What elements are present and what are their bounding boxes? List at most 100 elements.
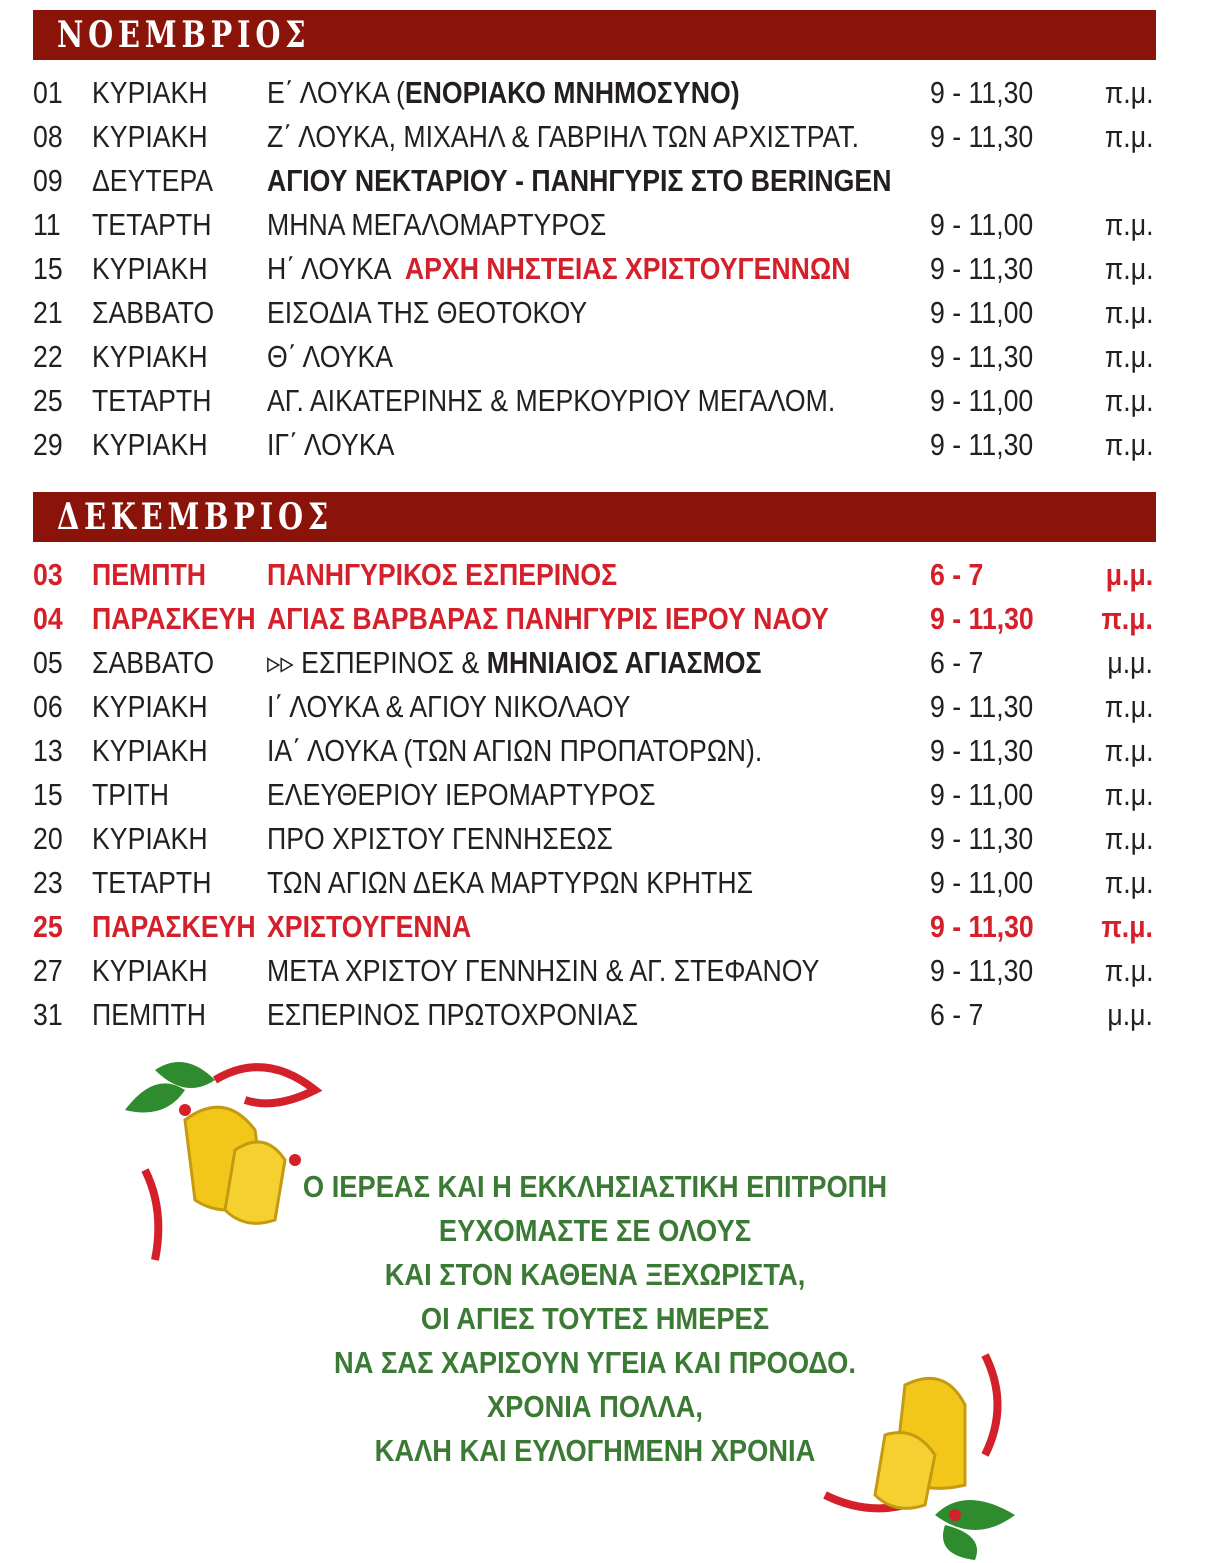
- weekday: ΣΑΒΒΑΤΟ: [92, 295, 215, 330]
- description-part: ΑΓΙΑΣ ΒΑΡΒΑΡΑΣ ΠΑΝΗΓΥΡΙΣ ΙΕΡΟΥ ΝΑΟΥ: [267, 601, 829, 636]
- day: 11: [33, 207, 61, 242]
- description-part: ΕΝΟΡΙΑΚΟ ΜΝΗΜΟΣΥΝΟ): [404, 75, 740, 110]
- service-description: ΕΛΕΥΘΕΡΙΟΥ ΙΕΡΟΜΑΡΤΥΡΟΣ: [267, 773, 656, 817]
- schedule-row: 23 ΤΕΤΑΡΤΗ 9 - 11,00 π.μ. ΤΩΝ ΑΓΙΩΝ ΔΕΚΑ ΜΑΡ…: [0, 861, 1215, 905]
- november-title: ΝΟΕΜΒΡΙΟΣ: [57, 14, 311, 56]
- service-description: Η΄ ΛΟΥΚΑ ΑΡΧΗ ΝΗΣΤΕΙΑΣ ΧΡΙΣΤΟΥΓΕΝΝΩΝ: [267, 247, 850, 291]
- description-part: ΙΑ΄ ΛΟΥΚΑ (ΤΩΝ ΑΓΙΩΝ ΠΡΟΠΑΤΟΡΩΝ).: [267, 733, 763, 768]
- weekday: ΚΥΡΙΑΚΗ: [92, 251, 208, 286]
- ampm: π.μ.: [1104, 689, 1153, 724]
- christmas-bells-icon: [823, 1353, 1015, 1560]
- weekday: ΚΥΡΙΑΚΗ: [92, 689, 208, 724]
- schedule-row: 20 ΚΥΡΙΑΚΗ 9 - 11,30 π.μ. ΠΡΟ ΧΡΙΣΤΟΥ ΓΕΝΝΗΣ…: [0, 817, 1215, 861]
- ampm: π.μ.: [1104, 733, 1153, 768]
- weekday: ΔΕΥΤΕΡΑ: [92, 163, 214, 198]
- description-part: ΑΓΙΟΥ ΝΕΚΤΑΡΙΟΥ - ΠΑΝΗΓΥΡΙΣ ΣΤΟ BERINGEN: [267, 163, 892, 198]
- december-title: ΔΕΚΕΜΒΡΙΟΣ: [57, 496, 334, 538]
- service-description: ΑΓΙΟΥ ΝΕΚΤΑΡΙΟΥ - ΠΑΝΗΓΥΡΙΣ ΣΤΟ BERINGEN: [267, 159, 891, 203]
- weekday: ΠΕΜΠΤΗ: [92, 997, 207, 1032]
- time: 9 - 11,30: [930, 821, 1034, 856]
- greeting-line: Ο ΙΕΡΕΑΣ ΚΑΙ Η ΕΚΚΛΗΣΙΑΣΤΙΚΗ ΕΠΙΤΡΟΠΗ: [302, 1169, 888, 1204]
- ampm: π.μ.: [1104, 75, 1153, 110]
- day: 01: [33, 75, 63, 110]
- day: 21: [33, 295, 63, 330]
- service-description: ΤΩΝ ΑΓΙΩΝ ΔΕΚΑ ΜΑΡΤΥΡΩΝ ΚΡΗΤΗΣ: [267, 861, 753, 905]
- schedule-row: 21 ΣΑΒΒΑΤΟ 9 - 11,00 π.μ. ΕΙΣΟΔΙΑ ΤΗΣ ΘΕΟΤΟΚ…: [0, 291, 1215, 335]
- weekday: ΤΕΤΑΡΤΗ: [92, 383, 212, 418]
- weekday: ΚΥΡΙΑΚΗ: [92, 821, 208, 856]
- schedule-row: 13 ΚΥΡΙΑΚΗ 9 - 11,30 π.μ. ΙΑ΄ ΛΟΥΚΑ (ΤΩΝ ΑΓΙ…: [0, 729, 1215, 773]
- description-part: ΠΑΝΗΓΥΡΙΚΟΣ ΕΣΠΕΡΙΝΟΣ: [267, 557, 618, 592]
- schedule-row: 01 ΚΥΡΙΑΚΗ 9 - 11,30 π.μ. Ε΄ ΛΟΥΚΑ (ΕΝΟΡΙΑΚΟ…: [0, 71, 1215, 115]
- ampm: μ.μ.: [1105, 557, 1153, 592]
- schedule-row: 09 ΔΕΥΤΕΡΑ ΑΓΙΟΥ ΝΕΚΤΑΡΙΟΥ - ΠΑΝΗΓΥΡΙΣ ΣΤΟ…: [0, 159, 1215, 203]
- time: 6 - 7: [930, 645, 984, 680]
- day: 08: [33, 119, 63, 154]
- schedule-row: 06 ΚΥΡΙΑΚΗ 9 - 11,30 π.μ. Ι΄ ΛΟΥΚΑ & ΑΓΙΟΥ Ν…: [0, 685, 1215, 729]
- description-part: ▹▹ ΕΣΠΕΡΙΝΟΣ &: [267, 645, 487, 680]
- service-description: ΜΗΝΑ ΜΕΓΑΛΟΜΑΡΤΥΡΟΣ: [267, 203, 606, 247]
- weekday: ΠΕΜΠΤΗ: [92, 557, 207, 592]
- time: 6 - 7: [930, 997, 984, 1032]
- description-part: ΑΡΧΗ ΝΗΣΤΕΙΑΣ ΧΡΙΣΤΟΥΓΕΝΝΩΝ: [404, 251, 851, 286]
- ampm: π.μ.: [1104, 777, 1153, 812]
- description-part: Η΄ ΛΟΥΚΑ: [267, 251, 405, 286]
- november-header: ΝΟΕΜΒΡΙΟΣ: [33, 10, 1156, 60]
- day: 03: [33, 557, 63, 592]
- time: 9 - 11,00: [930, 777, 1034, 812]
- day: 15: [33, 251, 63, 286]
- description-part: ΜΕΤΑ ΧΡΙΣΤΟΥ ΓΕΝΝΗΣΙΝ & ΑΓ. ΣΤΕΦΑΝΟΥ: [267, 953, 820, 988]
- time: 9 - 11,30: [930, 909, 1034, 944]
- service-description: Ε΄ ΛΟΥΚΑ (ΕΝΟΡΙΑΚΟ ΜΝΗΜΟΣΥΝΟ): [267, 71, 740, 115]
- time: 9 - 11,30: [930, 689, 1034, 724]
- weekday: ΚΥΡΙΑΚΗ: [92, 733, 208, 768]
- weekday: ΚΥΡΙΑΚΗ: [92, 75, 208, 110]
- schedule-row: 22 ΚΥΡΙΑΚΗ 9 - 11,30 π.μ. Θ΄ ΛΟΥΚΑ: [0, 335, 1215, 379]
- greeting-line: ΧΡΟΝΙΑ ΠΟΛΛΑ,: [486, 1389, 704, 1424]
- schedule-row: 15 ΚΥΡΙΑΚΗ 9 - 11,30 π.μ. Η΄ ΛΟΥΚΑ ΑΡΧΗ ΝΗΣΤ…: [0, 247, 1215, 291]
- ampm: π.μ.: [1104, 207, 1153, 242]
- ampm: μ.μ.: [1107, 997, 1153, 1032]
- day: 15: [33, 777, 63, 812]
- description-part: ΑΓ. ΑΙΚΑΤΕΡΙΝΗΣ & ΜΕΡΚΟΥΡΙΟΥ ΜΕΓΑΛΟΜ.: [267, 383, 836, 418]
- day: 04: [33, 601, 63, 636]
- service-description: ΙΓ΄ ΛΟΥΚΑ: [267, 423, 394, 467]
- description-part: ΕΙΣΟΔΙΑ ΤΗΣ ΘΕΟΤΟΚΟΥ: [267, 295, 588, 330]
- day: 09: [33, 163, 63, 198]
- schedule-row: 11 ΤΕΤΑΡΤΗ 9 - 11,00 π.μ. ΜΗΝΑ ΜΕΓΑΛΟΜΑΡΤΥΡΟ…: [0, 203, 1215, 247]
- day: 06: [33, 689, 63, 724]
- ampm: π.μ.: [1101, 601, 1153, 636]
- time: 9 - 11,30: [930, 251, 1034, 286]
- schedule-row: 27 ΚΥΡΙΑΚΗ 9 - 11,30 π.μ. ΜΕΤΑ ΧΡΙΣΤΟΥ ΓΕΝΝΗ…: [0, 949, 1215, 993]
- time: 9 - 11,30: [930, 75, 1034, 110]
- weekday: ΤΕΤΑΡΤΗ: [92, 207, 212, 242]
- greeting-line: ΚΑΛΗ ΚΑΙ ΕΥΛΟΓΗΜΕΝΗ ΧΡΟΝΙΑ: [374, 1433, 816, 1468]
- weekday: ΠΑΡΑΣΚΕΥΗ: [92, 909, 256, 944]
- time: 9 - 11,00: [930, 865, 1034, 900]
- service-description: Ι΄ ΛΟΥΚΑ & ΑΓΙΟΥ ΝΙΚΟΛΑΟΥ: [267, 685, 630, 729]
- day: 23: [33, 865, 63, 900]
- greeting-line: ΕΥΧΟΜΑΣΤΕ ΣΕ ΟΛΟΥΣ: [438, 1213, 752, 1248]
- description-part: Ι΄ ΛΟΥΚΑ & ΑΓΙΟΥ ΝΙΚΟΛΑΟΥ: [267, 689, 631, 724]
- ampm: π.μ.: [1104, 339, 1153, 374]
- greeting-line: ΟΙ ΑΓΙΕΣ ΤΟΥΤΕΣ ΗΜΕΡΕΣ: [420, 1301, 770, 1336]
- time: 9 - 11,30: [930, 953, 1034, 988]
- day: 27: [33, 953, 63, 988]
- service-description: Ζ΄ ΛΟΥΚΑ, ΜΙΧΑΗΛ & ΓΑΒΡΙΗΛ ΤΩΝ ΑΡΧΙΣΤΡΑΤ…: [267, 115, 859, 159]
- service-description: ΜΕΤΑ ΧΡΙΣΤΟΥ ΓΕΝΝΗΣΙΝ & ΑΓ. ΣΤΕΦΑΝΟΥ: [267, 949, 819, 993]
- time: 9 - 11,30: [930, 427, 1034, 462]
- schedule-row: 08 ΚΥΡΙΑΚΗ 9 - 11,30 π.μ. Ζ΄ ΛΟΥΚΑ, ΜΙΧΑΗΛ &…: [0, 115, 1215, 159]
- service-description: ΠΡΟ ΧΡΙΣΤΟΥ ΓΕΝΝΗΣΕΩΣ: [267, 817, 613, 861]
- december-header: ΔΕΚΕΜΒΡΙΟΣ: [33, 492, 1156, 542]
- weekday: ΚΥΡΙΑΚΗ: [92, 953, 208, 988]
- weekday: ΚΥΡΙΑΚΗ: [92, 339, 208, 374]
- time: 9 - 11,00: [930, 295, 1034, 330]
- description-part: ΤΩΝ ΑΓΙΩΝ ΔΕΚΑ ΜΑΡΤΥΡΩΝ ΚΡΗΤΗΣ: [267, 865, 754, 900]
- description-part: ΠΡΟ ΧΡΙΣΤΟΥ ΓΕΝΝΗΣΕΩΣ: [267, 821, 613, 856]
- schedule-row: 31 ΠΕΜΠΤΗ 6 - 7 μ.μ. ΕΣΠΕΡΙΝΟΣ ΠΡΩΤΟΧΡΟΝΙΑΣ: [0, 993, 1215, 1037]
- description-part: ΙΓ΄ ΛΟΥΚΑ: [267, 427, 395, 462]
- ampm: π.μ.: [1104, 865, 1153, 900]
- schedule-row: 05 ΣΑΒΒΑΤΟ 6 - 7 μ.μ. ▹▹ ΕΣΠΕΡΙΝΟΣ & ΜΗΝΙΑΙΟ…: [0, 641, 1215, 685]
- description-part: ΜΗΝΙΑΙΟΣ ΑΓΙΑΣΜΟΣ: [486, 645, 762, 680]
- service-description: ΑΓ. ΑΙΚΑΤΕΡΙΝΗΣ & ΜΕΡΚΟΥΡΙΟΥ ΜΕΓΑΛΟΜ.: [267, 379, 835, 423]
